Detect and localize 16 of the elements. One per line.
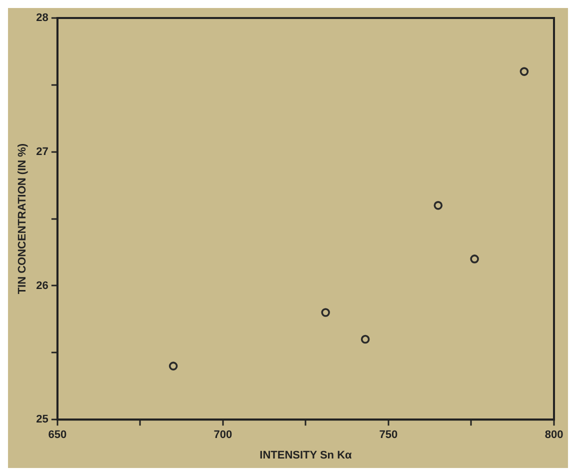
x-tick-label: 800: [544, 429, 564, 442]
y-tick-label: 26: [36, 280, 48, 292]
point: [360, 334, 370, 344]
y-tick-label: 28: [36, 12, 48, 24]
point: [168, 362, 178, 370]
y-axis-title: TIN CONCENTRATION (IN %): [16, 143, 29, 294]
y-tick-label: 25: [36, 414, 48, 426]
point: [321, 308, 330, 317]
x-axis-title: INTENSITY Sn Kα: [260, 449, 352, 462]
x-tick-label: 750: [379, 429, 398, 442]
x-tick-label: 700: [214, 429, 232, 442]
point: [520, 67, 529, 76]
point: [434, 201, 443, 210]
x-tick-label: 650: [48, 429, 67, 442]
y-tick-label: 27: [36, 146, 48, 158]
point: [470, 254, 479, 264]
